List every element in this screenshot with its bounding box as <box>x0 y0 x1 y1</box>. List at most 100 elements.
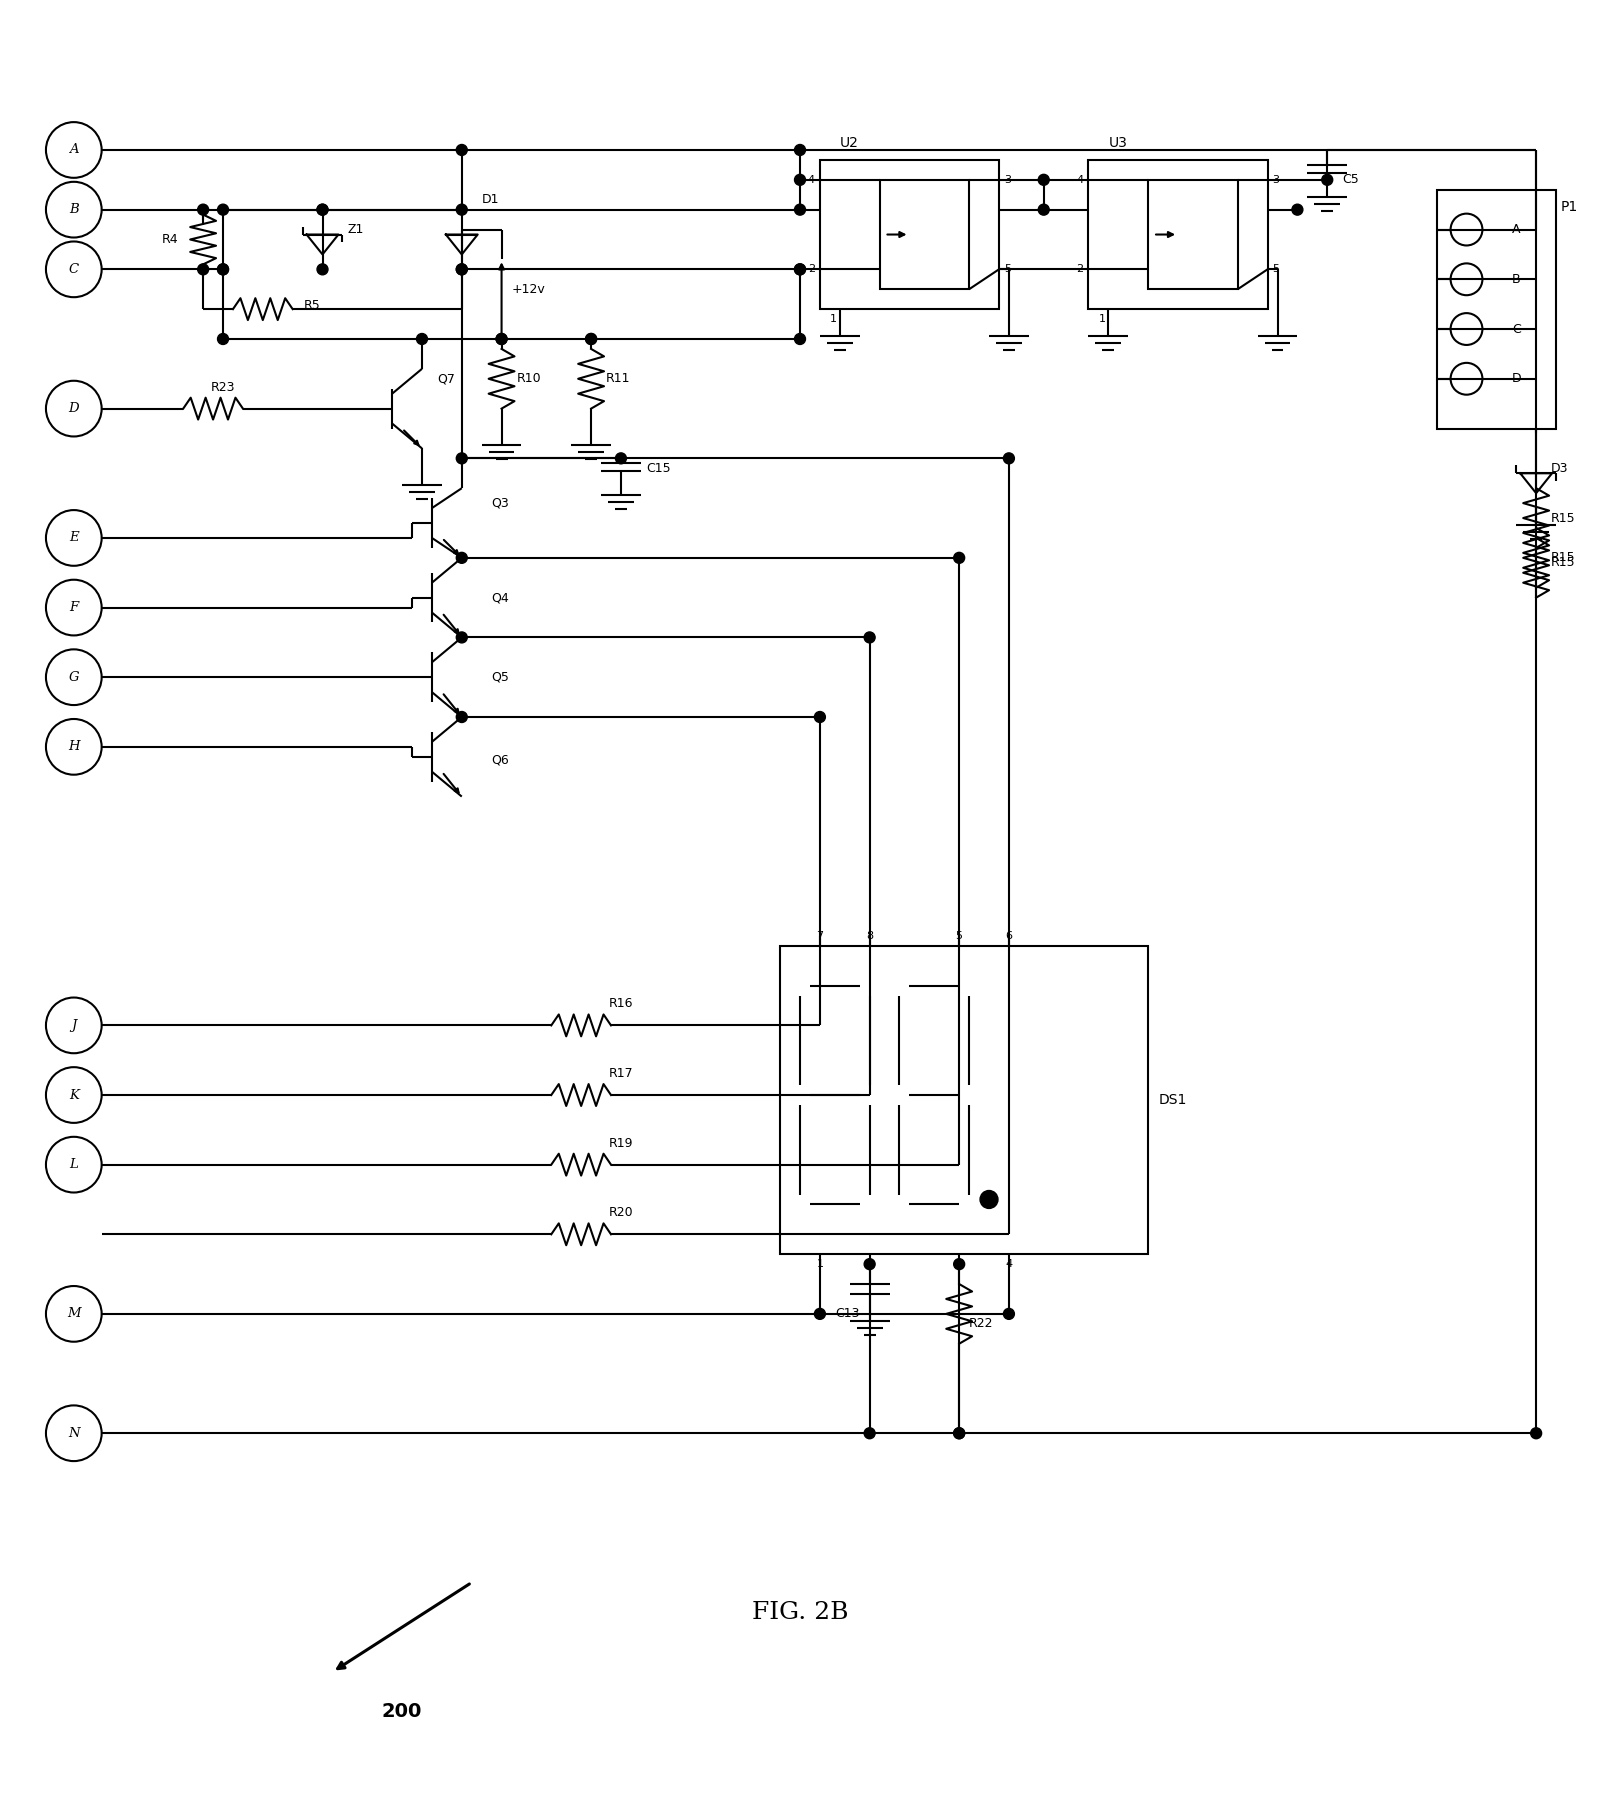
Text: U2: U2 <box>840 136 859 151</box>
Text: D: D <box>69 401 78 416</box>
Circle shape <box>795 263 805 274</box>
Text: R23: R23 <box>211 381 235 394</box>
Text: 3: 3 <box>955 1258 963 1269</box>
Bar <box>1149 180 1238 289</box>
Text: D3: D3 <box>1550 461 1568 474</box>
Text: F: F <box>69 601 78 614</box>
Circle shape <box>456 632 467 643</box>
Text: 5: 5 <box>1003 265 1011 274</box>
Text: 1: 1 <box>816 1258 824 1269</box>
Text: R5: R5 <box>304 300 322 312</box>
Text: B: B <box>69 203 78 216</box>
Circle shape <box>456 203 467 214</box>
Text: R17: R17 <box>608 1068 634 1081</box>
Circle shape <box>317 203 328 214</box>
Circle shape <box>1003 452 1014 463</box>
Circle shape <box>586 334 597 345</box>
Text: 5: 5 <box>955 932 963 941</box>
Circle shape <box>795 263 805 274</box>
Circle shape <box>954 552 965 563</box>
Text: D1: D1 <box>482 192 499 207</box>
Text: A: A <box>69 143 78 156</box>
Text: DS1: DS1 <box>1158 1093 1187 1108</box>
Text: 3: 3 <box>1003 174 1011 185</box>
Text: P1: P1 <box>1562 200 1578 214</box>
Circle shape <box>198 263 208 274</box>
Bar <box>819 160 998 309</box>
Text: 4: 4 <box>808 174 814 185</box>
Circle shape <box>218 203 229 214</box>
Circle shape <box>496 334 507 345</box>
Circle shape <box>795 145 805 156</box>
Text: FIG. 2B: FIG. 2B <box>752 1602 848 1624</box>
Circle shape <box>317 203 328 214</box>
Text: 2: 2 <box>808 265 814 274</box>
Text: E: E <box>69 532 78 545</box>
Circle shape <box>496 334 507 345</box>
Text: K: K <box>69 1088 78 1102</box>
Text: 3: 3 <box>1272 174 1280 185</box>
Text: Q3: Q3 <box>491 496 509 510</box>
Text: C: C <box>1512 323 1520 336</box>
Text: C: C <box>69 263 78 276</box>
Text: 4: 4 <box>1077 174 1083 185</box>
Circle shape <box>954 1427 965 1438</box>
Text: 7: 7 <box>816 932 824 941</box>
Circle shape <box>456 263 467 274</box>
Circle shape <box>1038 203 1050 214</box>
Text: R4: R4 <box>162 232 178 245</box>
Bar <box>1088 160 1267 309</box>
Text: R10: R10 <box>517 372 541 385</box>
Text: R22: R22 <box>970 1317 994 1331</box>
Text: +12v: +12v <box>512 283 546 296</box>
Circle shape <box>1291 203 1302 214</box>
Text: G: G <box>69 670 78 683</box>
Text: L: L <box>69 1159 78 1171</box>
Circle shape <box>456 712 467 723</box>
Circle shape <box>218 263 229 274</box>
Bar <box>781 946 1149 1255</box>
Text: 4: 4 <box>1005 1258 1013 1269</box>
Text: C15: C15 <box>646 461 670 474</box>
Circle shape <box>586 334 597 345</box>
Text: R19: R19 <box>608 1137 634 1150</box>
Bar <box>880 180 970 289</box>
Text: U3: U3 <box>1109 136 1128 151</box>
Circle shape <box>1038 174 1050 185</box>
Text: 2: 2 <box>866 1258 874 1269</box>
Text: A: A <box>1512 223 1520 236</box>
Text: N: N <box>67 1427 80 1440</box>
Circle shape <box>954 1427 965 1438</box>
Text: H: H <box>69 741 80 754</box>
Text: Q4: Q4 <box>491 592 509 605</box>
Text: Q7: Q7 <box>437 372 454 385</box>
Circle shape <box>218 263 229 274</box>
Circle shape <box>795 174 805 185</box>
Circle shape <box>456 552 467 563</box>
Text: 2: 2 <box>1077 265 1083 274</box>
Circle shape <box>456 263 467 274</box>
Text: 6: 6 <box>1005 932 1013 941</box>
Text: R15: R15 <box>1550 552 1576 565</box>
Text: R11: R11 <box>606 372 630 385</box>
Text: 1: 1 <box>1099 314 1106 323</box>
Circle shape <box>1531 1427 1542 1438</box>
Circle shape <box>218 334 229 345</box>
Text: C5: C5 <box>1342 173 1358 187</box>
Text: C13: C13 <box>835 1308 859 1320</box>
Text: 1: 1 <box>830 314 837 323</box>
Circle shape <box>416 334 427 345</box>
Text: Q5: Q5 <box>491 670 509 683</box>
Circle shape <box>864 1427 875 1438</box>
Circle shape <box>954 1258 965 1269</box>
Circle shape <box>864 632 875 643</box>
Text: M: M <box>67 1308 80 1320</box>
Text: J: J <box>70 1019 77 1031</box>
Text: 5: 5 <box>1272 265 1280 274</box>
Circle shape <box>814 1308 826 1320</box>
Text: 200: 200 <box>382 1702 422 1722</box>
Circle shape <box>814 712 826 723</box>
Text: B: B <box>1512 272 1520 285</box>
Text: R15: R15 <box>1550 556 1576 568</box>
Text: R20: R20 <box>608 1206 634 1219</box>
